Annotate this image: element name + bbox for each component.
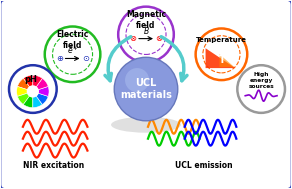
- Wedge shape: [33, 78, 48, 91]
- Text: Electric
field: Electric field: [56, 30, 89, 50]
- Wedge shape: [33, 86, 49, 96]
- Wedge shape: [23, 91, 33, 108]
- Text: Temperature: Temperature: [196, 37, 247, 43]
- Text: $\vec{B}$: $\vec{B}$: [142, 23, 150, 37]
- Circle shape: [45, 26, 100, 82]
- Text: T: T: [219, 55, 226, 65]
- Circle shape: [27, 85, 39, 98]
- Text: High
energy
sources: High energy sources: [248, 72, 274, 89]
- Text: UCL
materials: UCL materials: [120, 78, 172, 100]
- Ellipse shape: [111, 117, 181, 133]
- Wedge shape: [18, 78, 33, 91]
- Circle shape: [237, 65, 285, 113]
- Wedge shape: [33, 91, 42, 108]
- Text: ⊗: ⊗: [130, 34, 137, 43]
- Circle shape: [114, 57, 178, 121]
- Text: Magnetic
field: Magnetic field: [126, 10, 166, 30]
- Wedge shape: [17, 86, 33, 96]
- Circle shape: [118, 7, 174, 62]
- Text: $\vec{e}^+$: $\vec{e}^+$: [67, 45, 79, 57]
- Text: ⊕: ⊕: [56, 54, 63, 63]
- Wedge shape: [18, 91, 33, 105]
- Circle shape: [196, 29, 247, 80]
- Text: ⊙: ⊙: [82, 54, 89, 63]
- Circle shape: [125, 68, 149, 92]
- Text: NIR excitation: NIR excitation: [23, 161, 84, 170]
- Wedge shape: [33, 91, 48, 105]
- Text: ⊗: ⊗: [155, 34, 162, 43]
- Polygon shape: [206, 48, 235, 68]
- Text: pH: pH: [25, 74, 37, 84]
- Wedge shape: [23, 75, 33, 91]
- Text: UCL emission: UCL emission: [175, 161, 232, 170]
- Circle shape: [9, 65, 57, 113]
- Polygon shape: [220, 54, 234, 67]
- Wedge shape: [33, 75, 42, 91]
